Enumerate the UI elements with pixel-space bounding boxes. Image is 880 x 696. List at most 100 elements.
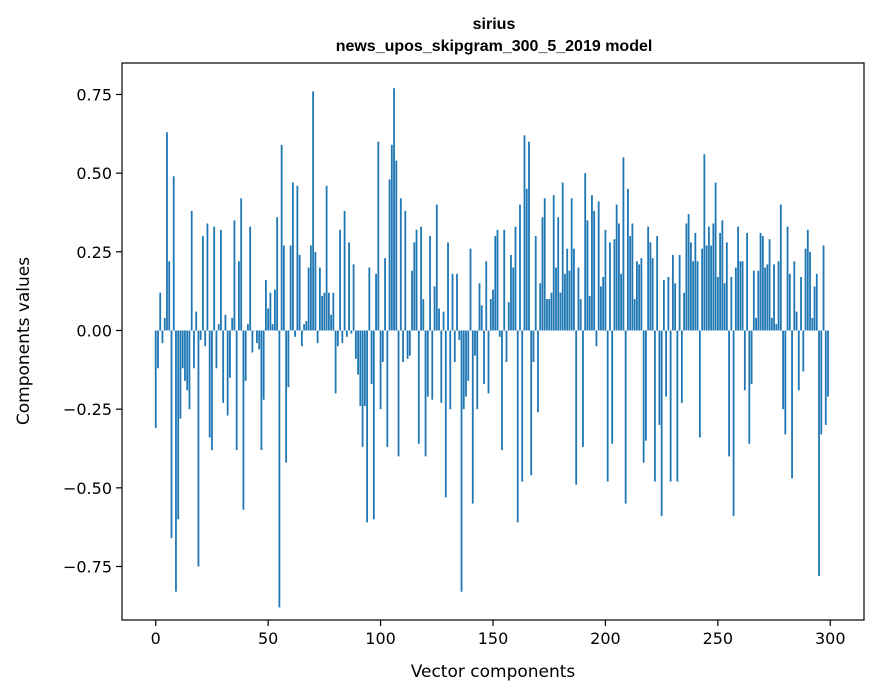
bar: [480, 305, 483, 331]
y-tick-label: 0.25: [76, 243, 112, 262]
x-tick-label: 200: [590, 629, 621, 648]
bar: [229, 330, 231, 378]
chart-title: sirius: [473, 16, 516, 33]
y-tick-label: 0.00: [76, 321, 112, 340]
bar: [181, 330, 184, 369]
bar: [336, 330, 339, 347]
bar: [483, 330, 485, 384]
bar: [824, 330, 827, 425]
bar: [420, 226, 422, 331]
bar: [220, 229, 222, 331]
bar: [276, 217, 279, 331]
bar: [384, 258, 386, 331]
bar: [761, 236, 764, 331]
bar: [678, 254, 681, 331]
bar: [568, 270, 571, 331]
bar: [811, 317, 814, 331]
plot-frame: [121, 62, 865, 621]
bar: [179, 330, 182, 419]
bar: [431, 330, 434, 400]
bar: [557, 217, 560, 331]
bar: [350, 330, 353, 334]
chart-subtitle: news_upos_skipgram_300_5_2019 model: [336, 38, 653, 55]
bar: [314, 251, 317, 331]
bar: [316, 330, 319, 344]
bar: [631, 223, 634, 331]
bar: [235, 330, 238, 451]
bar: [815, 273, 818, 331]
y-tick-label: 0.50: [76, 164, 112, 183]
bar: [157, 330, 159, 369]
bar: [386, 330, 389, 447]
bar: [791, 330, 793, 479]
bar: [469, 248, 472, 331]
bar: [755, 317, 757, 331]
bar: [649, 242, 652, 331]
bar: [332, 292, 335, 331]
bar: [341, 330, 344, 344]
bar: [238, 261, 240, 331]
bar: [379, 330, 382, 410]
y-tick-label: −0.25: [63, 400, 112, 419]
bar: [438, 308, 440, 331]
bar: [514, 226, 517, 331]
bar: [707, 226, 710, 331]
bar: [694, 232, 697, 331]
bar: [685, 223, 688, 331]
bar: [564, 273, 566, 331]
bar: [586, 220, 589, 331]
bar: [249, 226, 252, 331]
bar: [399, 198, 402, 331]
bar: [159, 292, 162, 331]
bar: [170, 330, 173, 539]
x-tick-label: 100: [365, 629, 396, 648]
bar: [318, 267, 321, 331]
bar: [251, 330, 254, 353]
x-tick-label: 150: [478, 629, 509, 648]
bar: [247, 324, 249, 331]
bar: [743, 330, 746, 391]
bar: [359, 330, 362, 407]
bar: [280, 144, 283, 331]
bars-group: [154, 88, 829, 608]
bar: [665, 330, 668, 397]
bar: [435, 204, 438, 331]
bar: [752, 270, 755, 331]
x-axis-label: Vector components: [411, 662, 576, 682]
bar: [424, 330, 427, 457]
bar: [285, 330, 288, 463]
bar: [327, 292, 330, 331]
bar: [719, 232, 721, 331]
bar: [193, 330, 195, 369]
bar: [539, 283, 542, 331]
bar: [393, 88, 395, 331]
bar: [705, 245, 708, 331]
bar: [453, 330, 456, 362]
bar: [368, 267, 371, 331]
bar: [712, 223, 715, 331]
x-tick-label: 300: [815, 629, 846, 648]
bar: [460, 330, 463, 592]
bar: [645, 330, 647, 441]
bar: [462, 330, 465, 410]
bar: [802, 330, 805, 372]
bar: [795, 311, 798, 331]
bar: [309, 245, 312, 331]
bar: [546, 299, 548, 331]
bar: [687, 214, 690, 331]
bar: [667, 276, 670, 331]
bar: [797, 330, 800, 391]
bar: [172, 176, 175, 331]
bar: [206, 223, 209, 331]
bar: [674, 283, 677, 331]
bar: [629, 236, 632, 331]
bar: [728, 330, 730, 457]
bar: [532, 330, 535, 362]
bar: [827, 330, 829, 397]
bar: [208, 330, 211, 438]
bar: [370, 330, 373, 384]
bar: [496, 229, 499, 331]
bar: [782, 330, 784, 410]
bar: [260, 330, 263, 451]
bar: [456, 273, 458, 331]
